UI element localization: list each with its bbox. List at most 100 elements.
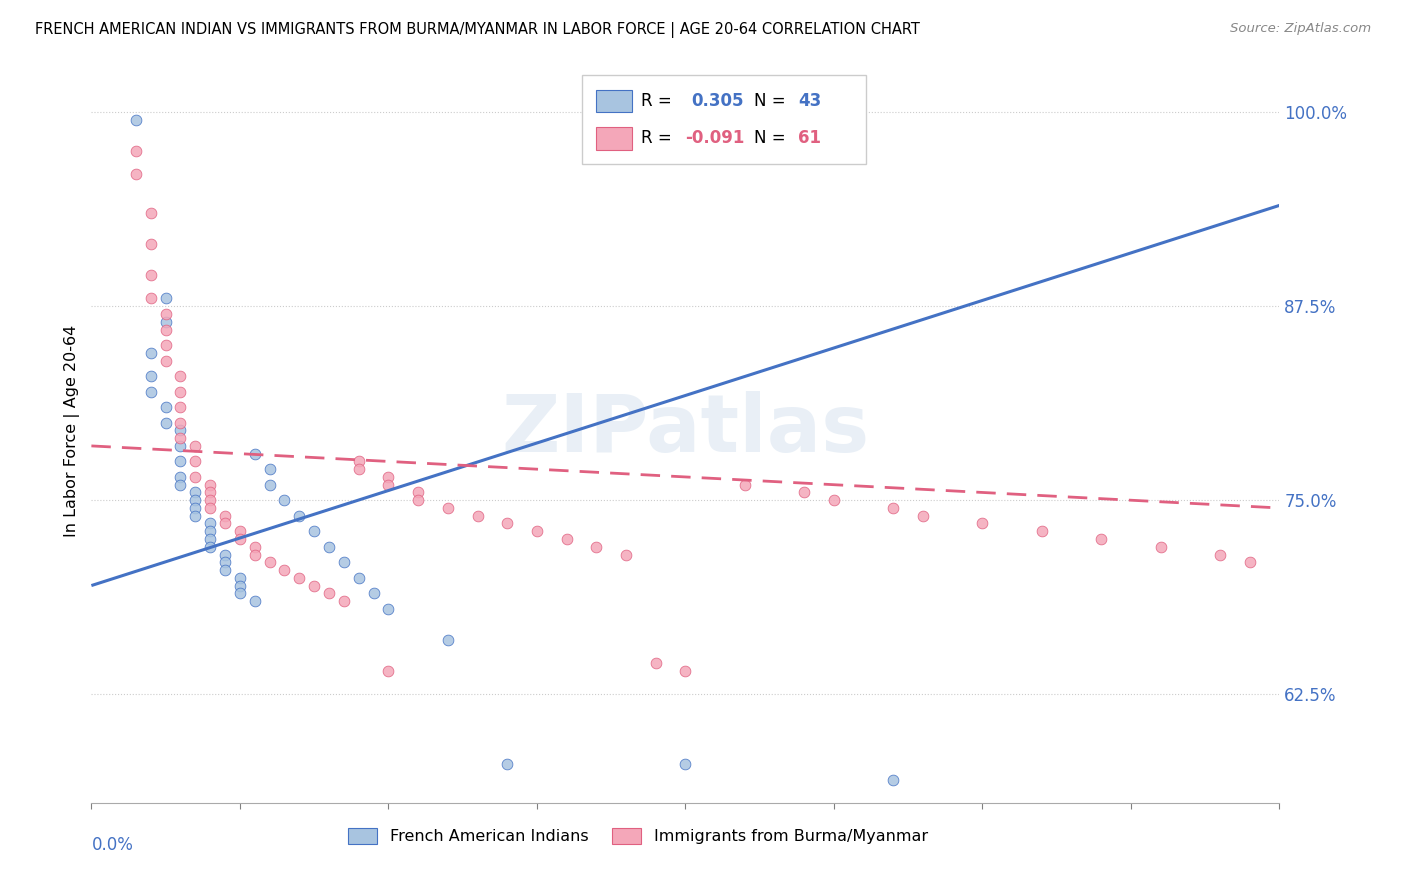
Point	[184, 485, 207, 500]
Point	[169, 439, 191, 453]
Point	[155, 322, 177, 336]
Point	[496, 757, 519, 772]
Text: -0.091: -0.091	[685, 129, 745, 147]
Text: ZIPatlas: ZIPatlas	[502, 392, 869, 469]
Point	[333, 555, 356, 569]
Point	[214, 508, 236, 523]
Point	[377, 477, 399, 491]
Point	[585, 540, 607, 554]
Point	[882, 500, 904, 515]
Legend: French American Indians, Immigrants from Burma/Myanmar: French American Indians, Immigrants from…	[342, 822, 934, 851]
Point	[302, 578, 325, 592]
Point	[436, 632, 458, 647]
Point	[243, 594, 266, 608]
Point	[155, 292, 177, 306]
Point	[377, 664, 399, 678]
Point	[155, 353, 177, 368]
Point	[496, 516, 519, 531]
Point	[644, 656, 666, 670]
Point	[363, 586, 385, 600]
Point	[155, 416, 177, 430]
Point	[1090, 532, 1112, 546]
Point	[125, 144, 148, 158]
Point	[377, 602, 399, 616]
Text: R =: R =	[641, 129, 678, 147]
FancyBboxPatch shape	[582, 75, 866, 164]
Point	[1149, 540, 1171, 554]
Point	[555, 532, 578, 546]
Point	[139, 346, 162, 360]
Point	[184, 500, 207, 515]
Point	[229, 524, 252, 539]
Point	[200, 500, 222, 515]
Point	[273, 563, 295, 577]
Point	[229, 578, 252, 592]
Point	[318, 540, 340, 554]
Point	[259, 555, 281, 569]
Point	[169, 477, 191, 491]
Text: 0.305: 0.305	[692, 92, 744, 111]
Point	[125, 167, 148, 181]
Point	[972, 516, 994, 531]
Point	[214, 555, 236, 569]
Point	[200, 532, 222, 546]
Point	[673, 757, 696, 772]
Point	[229, 532, 252, 546]
Point	[169, 470, 191, 484]
Point	[273, 493, 295, 508]
Point	[288, 508, 311, 523]
Point	[214, 548, 236, 562]
Point	[200, 540, 222, 554]
Point	[169, 431, 191, 445]
Point	[139, 384, 162, 399]
Point	[793, 485, 815, 500]
Point	[184, 508, 207, 523]
Point	[259, 477, 281, 491]
Point	[155, 400, 177, 414]
Point	[200, 485, 222, 500]
Point	[673, 664, 696, 678]
Text: 61: 61	[799, 129, 821, 147]
Point	[347, 454, 370, 468]
Point	[467, 508, 489, 523]
Point	[243, 540, 266, 554]
Point	[526, 524, 548, 539]
Point	[614, 548, 637, 562]
Point	[139, 206, 162, 220]
FancyBboxPatch shape	[596, 90, 631, 112]
Point	[214, 563, 236, 577]
Point	[823, 493, 845, 508]
Point	[911, 508, 934, 523]
Point	[302, 524, 325, 539]
Point	[169, 369, 191, 384]
Point	[436, 500, 458, 515]
Point	[406, 485, 429, 500]
Point	[200, 516, 222, 531]
Point	[184, 470, 207, 484]
Point	[288, 571, 311, 585]
Y-axis label: In Labor Force | Age 20-64: In Labor Force | Age 20-64	[65, 325, 80, 536]
Text: Source: ZipAtlas.com: Source: ZipAtlas.com	[1230, 22, 1371, 36]
Point	[155, 338, 177, 352]
Text: 0.0%: 0.0%	[91, 837, 134, 855]
Point	[882, 772, 904, 787]
Point	[200, 524, 222, 539]
Point	[169, 424, 191, 438]
Point	[155, 315, 177, 329]
Point	[318, 586, 340, 600]
Point	[229, 571, 252, 585]
Point	[333, 594, 356, 608]
Point	[184, 439, 207, 453]
Point	[259, 462, 281, 476]
Text: N =: N =	[755, 92, 792, 111]
Point	[406, 493, 429, 508]
Point	[347, 571, 370, 585]
Point	[155, 307, 177, 321]
Point	[139, 268, 162, 283]
Text: FRENCH AMERICAN INDIAN VS IMMIGRANTS FROM BURMA/MYANMAR IN LABOR FORCE | AGE 20-: FRENCH AMERICAN INDIAN VS IMMIGRANTS FRO…	[35, 22, 920, 38]
Point	[139, 369, 162, 384]
Point	[377, 470, 399, 484]
Point	[184, 493, 207, 508]
Text: N =: N =	[755, 129, 792, 147]
FancyBboxPatch shape	[596, 128, 631, 150]
